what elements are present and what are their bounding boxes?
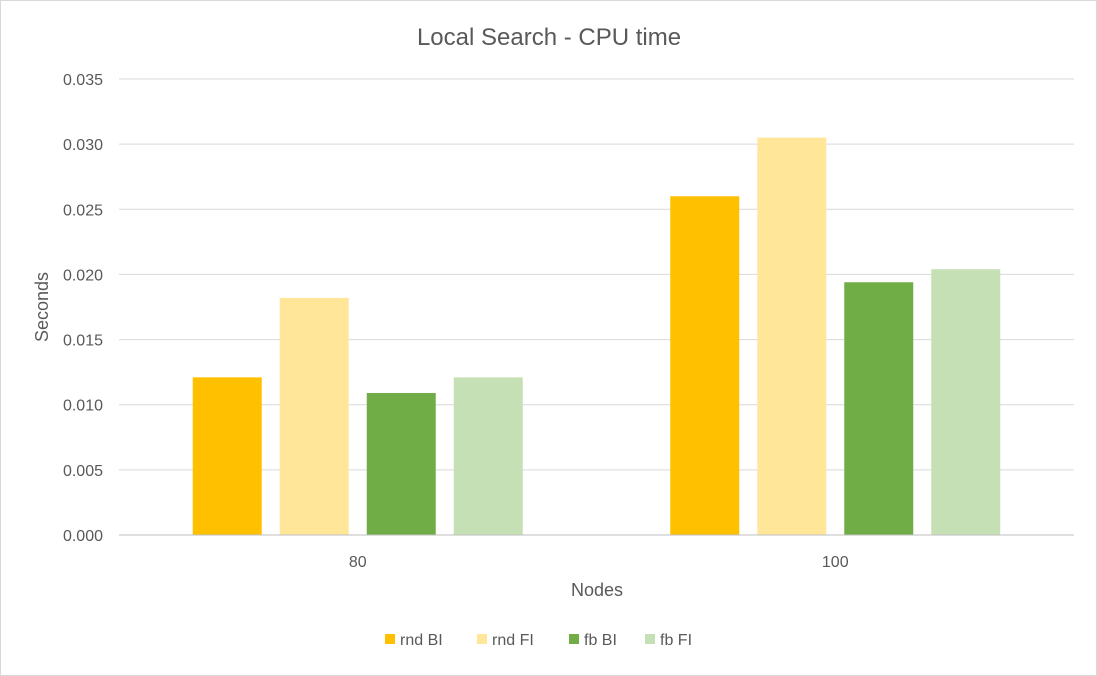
y-tick-label: 0.015 [63,333,103,350]
legend-item-fb-fi: fb FI [645,632,692,649]
legend-label: fb BI [584,632,617,649]
bar-rnd-bi-80 [192,377,262,535]
legend-swatch [477,634,487,644]
chart-title: Local Search - CPU time [417,24,681,51]
bars [192,137,1001,535]
legend-item-rnd-bi: rnd BI [385,632,443,649]
legend-swatch [645,634,655,644]
x-tick-label: 80 [349,554,367,571]
y-tick-label: 0.020 [63,267,103,284]
x-axis-tick-labels: 80 100 [349,554,849,571]
bar-rnd-fi-80 [279,297,349,535]
y-tick-label: 0.000 [63,528,103,545]
y-tick-label: 0.025 [63,202,103,219]
bar-fb-bi-80 [366,392,436,535]
bar-fb-fi-100 [931,269,1001,535]
legend-swatch [569,634,579,644]
legend-label: fb FI [660,632,692,649]
y-tick-label: 0.010 [63,398,103,415]
legend-item-rnd-fi: rnd FI [477,632,534,649]
y-axis-title: Seconds [32,272,52,342]
legend: rnd BI rnd FI fb BI fb FI [385,632,692,649]
bar-rnd-fi-100 [757,137,827,535]
legend-item-fb-bi: fb BI [569,632,617,649]
bar-fb-bi-100 [844,282,914,535]
bar-fb-fi-80 [453,377,523,535]
y-tick-label: 0.005 [63,463,103,480]
x-tick-label: 100 [822,554,849,571]
y-tick-label: 0.030 [63,137,103,154]
gridlines [119,78,1074,471]
x-axis-title: Nodes [571,580,623,600]
legend-label: rnd BI [400,632,443,649]
y-axis-tick-labels: 0.000 0.005 0.010 0.015 0.020 0.025 0.030 0.035 [63,72,103,545]
y-tick-label: 0.035 [63,72,103,89]
legend-label: rnd FI [492,632,534,649]
legend-swatch [385,634,395,644]
bar-rnd-bi-100 [670,196,740,535]
